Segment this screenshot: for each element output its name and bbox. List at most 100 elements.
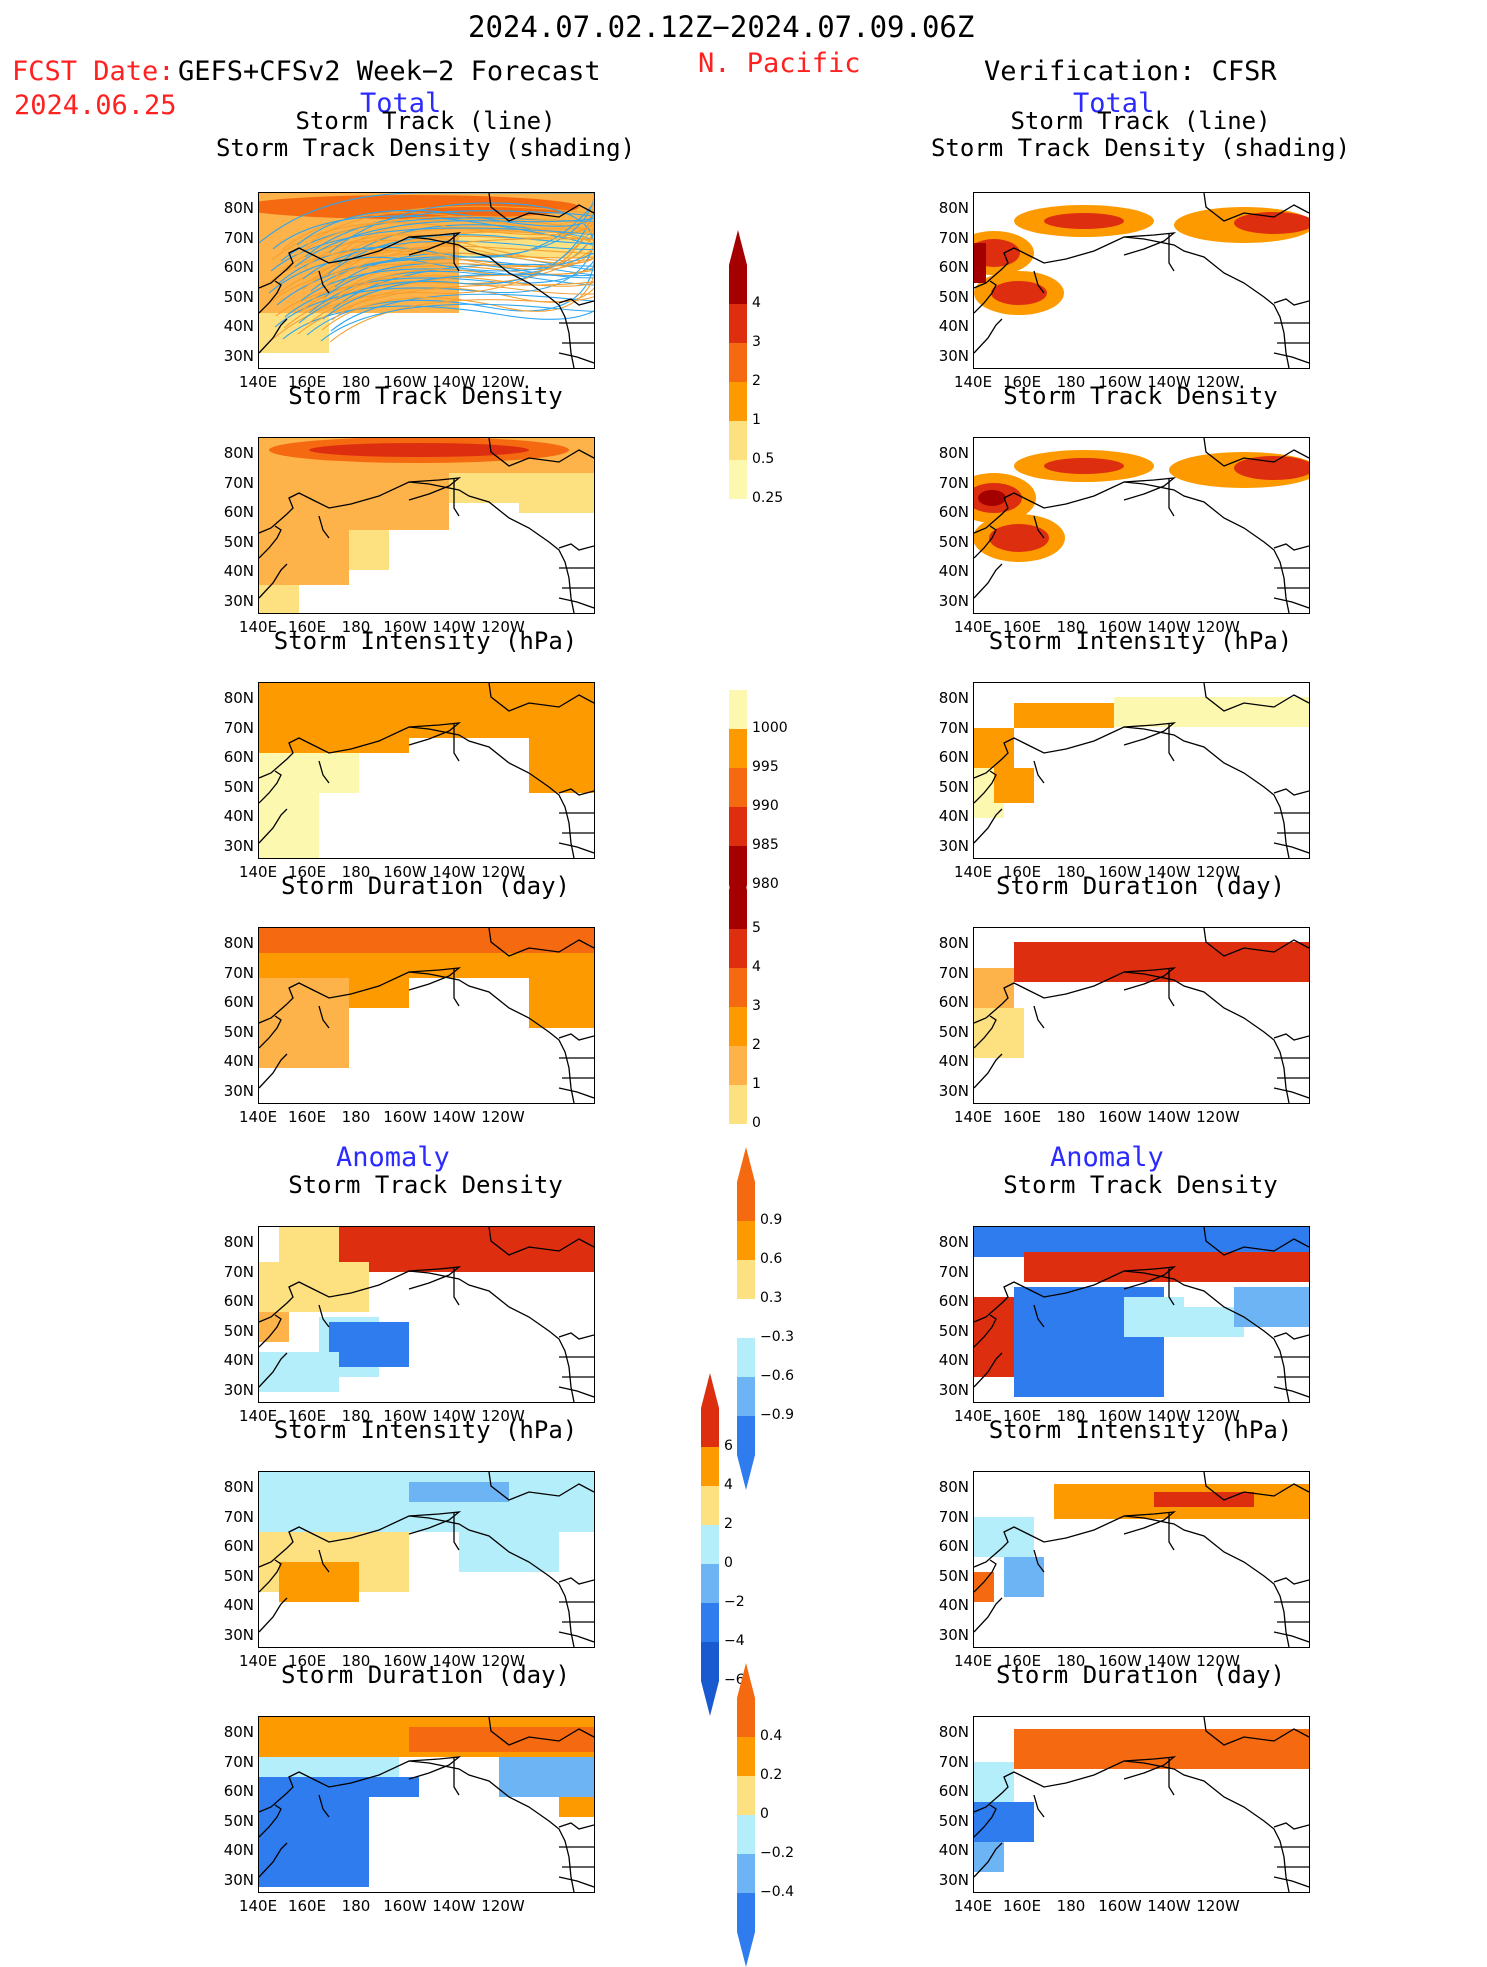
map-plot <box>974 1472 1309 1647</box>
map-plot <box>259 1717 594 1892</box>
lon-tick-label: 160E <box>1002 618 1042 636</box>
lat-tick-label: 40N <box>938 1351 969 1369</box>
lat-tick-label: 50N <box>938 532 969 551</box>
lon-tick-label: 180 <box>1056 863 1086 881</box>
lat-tick-label: 30N <box>223 836 254 855</box>
lat-tick-label: 50N <box>223 1566 254 1585</box>
lat-tick-label: 30N <box>938 591 969 610</box>
colorbar-anom-density <box>737 1147 755 1490</box>
lat-tick-label: 30N <box>223 591 254 610</box>
lon-tick-label: 120W <box>481 1897 525 1915</box>
panel-title: Storm Duration (day) <box>996 1661 1285 1689</box>
panel-title: Storm Track Density <box>1003 1171 1278 1199</box>
lon-tick-label: 180 <box>341 618 371 636</box>
lat-tick-label: 60N <box>223 1537 254 1555</box>
colorbar-tick-label: 5 <box>752 920 761 936</box>
lon-tick-label: 180 <box>341 1897 371 1915</box>
lon-tick-label: 160E <box>287 1108 327 1126</box>
lon-tick-label: 160E <box>287 1652 327 1670</box>
panel-title: Storm Duration (day) <box>996 872 1285 900</box>
colorbar-tick-label: 0.5 <box>752 451 775 467</box>
lat-tick-label: 80N <box>223 1478 254 1496</box>
left-total-label: Total <box>360 88 442 119</box>
lat-tick-label: 50N <box>938 1321 969 1340</box>
verification-label: Verification: CFSR <box>984 56 1277 87</box>
lat-tick-label: 80N <box>223 1233 254 1251</box>
lon-tick-label: 140W <box>1147 1407 1191 1425</box>
lat-tick-label: 60N <box>223 1782 254 1800</box>
lat-tick-label: 50N <box>223 1022 254 1041</box>
colorbar-tick-label: 0 <box>752 1115 761 1131</box>
region-label: N. Pacific <box>698 48 861 79</box>
lon-tick-label: 120W <box>481 373 525 391</box>
colorbar-tick-label: 0.2 <box>760 1767 783 1783</box>
lon-tick-label: 140E <box>238 1108 278 1126</box>
lon-tick-label: 120W <box>481 1407 525 1425</box>
colorbar-tick-label: −0.2 <box>760 1845 794 1861</box>
colorbar-tick-label: 2 <box>752 1037 761 1053</box>
lon-tick-label: 140E <box>238 1897 278 1915</box>
lon-tick-label: 120W <box>1196 1897 1240 1915</box>
lat-tick-label: 40N <box>223 1596 254 1614</box>
lat-tick-label: 70N <box>223 963 254 982</box>
lon-tick-label: 120W <box>1196 863 1240 881</box>
lat-tick-label: 60N <box>223 503 254 521</box>
lat-tick-label: 80N <box>938 934 969 952</box>
lat-tick-label: 60N <box>223 748 254 766</box>
map-panel <box>258 1716 595 1893</box>
colorbar-tick-label: 980 <box>752 876 779 892</box>
lon-tick-label: 140W <box>1147 373 1191 391</box>
lon-tick-label: 120W <box>481 1108 525 1126</box>
lon-tick-label: 140E <box>238 1652 278 1670</box>
colorbar-tick-label: 4 <box>752 295 761 311</box>
left-anomaly-label: Anomaly <box>336 1142 450 1173</box>
lon-tick-label: 160W <box>383 863 427 881</box>
lon-tick-label: 160E <box>287 863 327 881</box>
lat-tick-label: 40N <box>223 317 254 335</box>
colorbar-tick-label: 1 <box>752 412 761 428</box>
colorbar-tick-label: 6 <box>724 1438 733 1454</box>
map-plot <box>259 438 594 613</box>
lon-tick-label: 140E <box>953 618 993 636</box>
lat-tick-label: 50N <box>938 1022 969 1041</box>
lon-tick-label: 120W <box>1196 1108 1240 1126</box>
lat-tick-label: 40N <box>223 562 254 580</box>
lat-tick-label: 40N <box>938 317 969 335</box>
lat-tick-label: 30N <box>938 836 969 855</box>
colorbar-tick-label: −4 <box>724 1633 745 1649</box>
colorbar-tick-label: −0.3 <box>760 1329 794 1345</box>
panel-title: Storm Intensity (hPa) <box>988 627 1293 655</box>
lat-tick-label: 40N <box>223 807 254 825</box>
lon-tick-label: 180 <box>341 863 371 881</box>
colorbar-tick-label: 2 <box>724 1516 733 1532</box>
map-plot <box>259 928 594 1103</box>
map-panel <box>258 192 595 369</box>
colorbar-anom-duration <box>737 1663 755 1967</box>
lon-tick-label: 160E <box>287 1407 327 1425</box>
map-plot <box>974 928 1309 1103</box>
lon-tick-label: 180 <box>1056 373 1086 391</box>
lat-tick-label: 60N <box>938 1537 969 1555</box>
lon-tick-label: 140W <box>1147 618 1191 636</box>
lat-tick-label: 80N <box>938 1233 969 1251</box>
lat-tick-label: 70N <box>223 1507 254 1526</box>
lat-tick-label: 40N <box>938 807 969 825</box>
lon-tick-label: 140E <box>238 863 278 881</box>
lon-tick-label: 180 <box>1056 1108 1086 1126</box>
colorbar-tick-label: −0.9 <box>760 1407 794 1423</box>
lat-tick-label: 80N <box>938 1478 969 1496</box>
fcst-date-value: 2024.06.25 <box>14 90 177 121</box>
colorbar-tick-label: 990 <box>752 798 779 814</box>
panel-title: Storm Duration (day) <box>281 872 570 900</box>
lon-tick-label: 140W <box>432 1407 476 1425</box>
lon-tick-label: 160W <box>383 618 427 636</box>
lat-tick-label: 80N <box>938 199 969 217</box>
lat-tick-label: 80N <box>223 199 254 217</box>
lon-tick-label: 140E <box>238 618 278 636</box>
panel-title: Storm Intensity (hPa) <box>988 1416 1293 1444</box>
lon-tick-label: 180 <box>341 1407 371 1425</box>
lon-tick-label: 120W <box>1196 618 1240 636</box>
lon-tick-label: 140W <box>432 1652 476 1670</box>
lat-tick-label: 60N <box>938 258 969 276</box>
colorbar-tick-label: −6 <box>724 1672 745 1688</box>
